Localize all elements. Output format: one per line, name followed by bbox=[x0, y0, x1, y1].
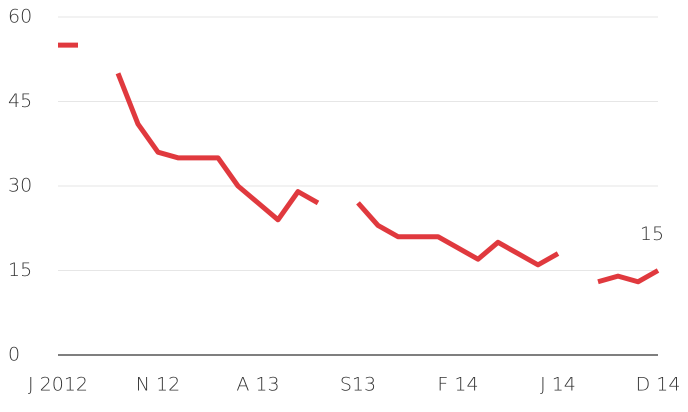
x-tick-label: D 14 bbox=[636, 374, 681, 396]
x-tick-label: F 14 bbox=[437, 374, 478, 396]
x-tick-label: S13 bbox=[340, 374, 376, 396]
x-tick-label: J 2012 bbox=[28, 374, 88, 396]
y-tick-label: 30 bbox=[8, 175, 32, 197]
x-tick-label: J 14 bbox=[540, 374, 576, 396]
y-tick-label: 15 bbox=[8, 259, 32, 281]
x-tick-label: N 12 bbox=[136, 374, 180, 396]
y-tick-label: 45 bbox=[8, 90, 32, 112]
data-label: 15 bbox=[640, 223, 664, 245]
y-tick-label: 0 bbox=[8, 344, 20, 366]
x-tick-label: A 13 bbox=[236, 374, 279, 396]
data-line bbox=[58, 42, 660, 285]
y-tick-label: 60 bbox=[8, 6, 32, 28]
